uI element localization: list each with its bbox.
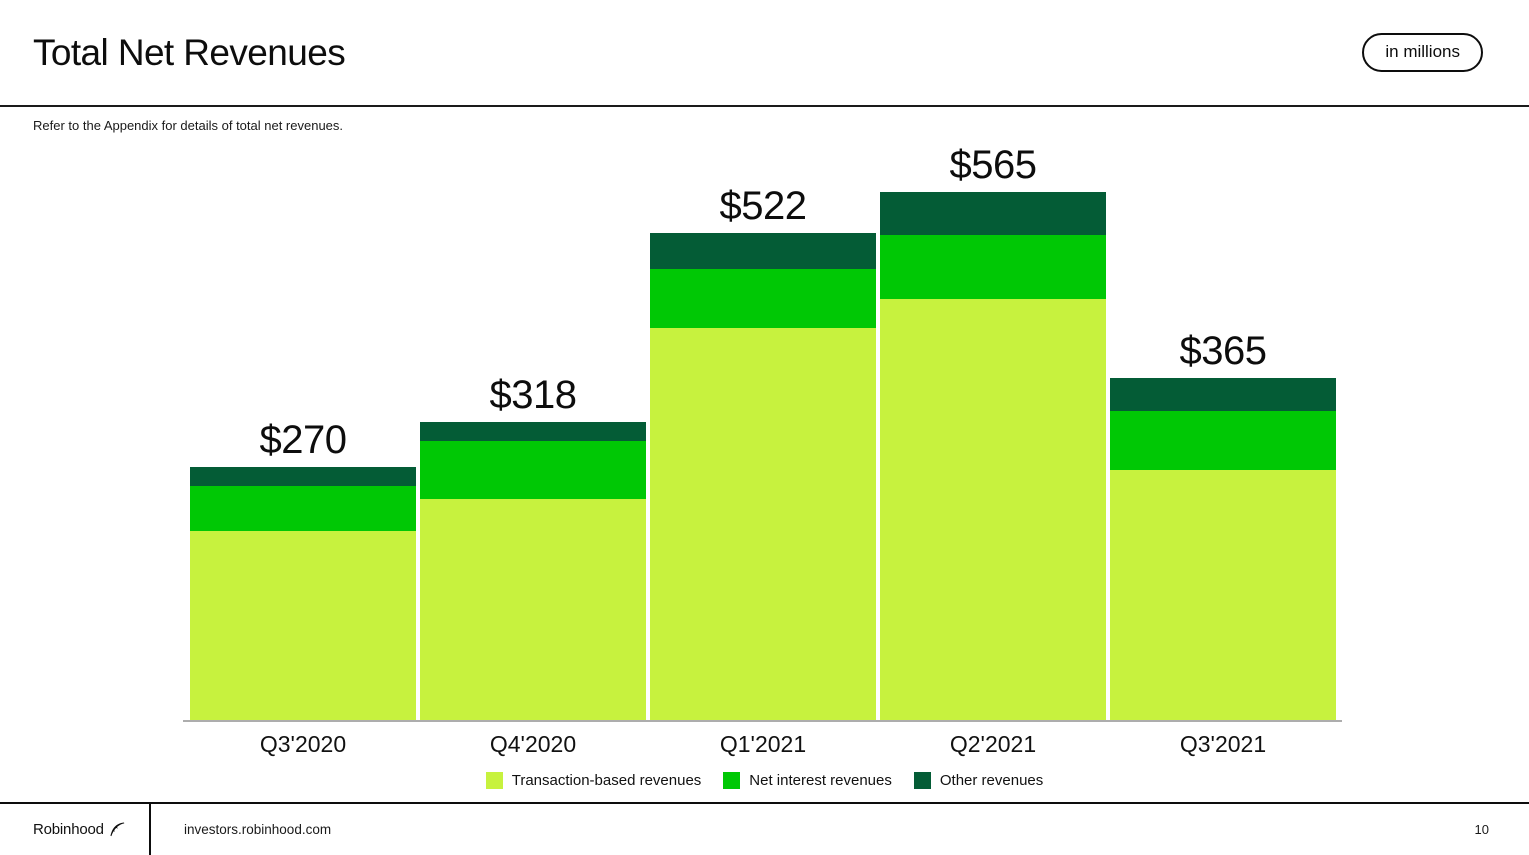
chart-legend: Transaction-based revenues Net interest r… xyxy=(0,772,1529,789)
bar-stack xyxy=(1110,378,1336,720)
other-revenues-segment xyxy=(420,422,646,441)
x-axis-label-q3-2020: Q3'2020 xyxy=(259,731,347,757)
page-number: 10 xyxy=(1474,822,1489,837)
bar-total-label: $365 xyxy=(1179,329,1267,373)
x-axis-line xyxy=(183,720,1342,722)
net-interest-revenues-segment xyxy=(1110,411,1336,470)
x-axis-labels: Q3'2020 Q4'2020 Q1'2021 Q2'2021 Q3'2021 xyxy=(190,731,1336,758)
units-badge: in millions xyxy=(1362,33,1483,72)
other-revenues-segment xyxy=(650,233,876,269)
footer-url: investors.robinhood.com xyxy=(184,822,332,837)
transaction-based-revenues-segment xyxy=(420,499,646,720)
x-axis-label-q2-2021: Q2'2021 xyxy=(949,731,1037,757)
legend-swatch-icon xyxy=(913,772,931,789)
x-axis-label-q4-2020: Q4'2020 xyxy=(489,731,577,757)
bar-stack xyxy=(650,233,876,720)
net-interest-revenues-segment xyxy=(190,486,416,531)
bar-total-label: $270 xyxy=(259,418,347,462)
legend-label: Net interest revenues xyxy=(749,772,892,789)
transaction-based-revenues-segment xyxy=(650,328,876,720)
bar-group-q2-2021: $565 xyxy=(880,145,1106,720)
legend-label: Other revenues xyxy=(939,772,1044,789)
bar-stack xyxy=(190,467,416,720)
legend-swatch-icon xyxy=(723,772,741,789)
transaction-based-revenues-segment xyxy=(190,531,416,720)
net-interest-revenues-segment xyxy=(650,269,876,328)
net-interest-revenues-segment xyxy=(420,441,646,499)
net-interest-revenues-segment xyxy=(880,235,1106,299)
appendix-note: Refer to the Appendix for details of tot… xyxy=(33,118,344,133)
transaction-based-revenues-segment xyxy=(880,299,1106,720)
robinhood-logo: Robinhood xyxy=(0,804,151,855)
bar-group-q3-2020: $270 xyxy=(190,420,416,720)
x-axis-label-q1-2021: Q1'2021 xyxy=(719,731,807,757)
transaction-based-revenues-segment xyxy=(1110,470,1336,720)
bar-total-label: $318 xyxy=(489,373,577,417)
bar-total-label: $522 xyxy=(719,184,807,228)
legend-item-transaction-based-revenues: Transaction-based revenues xyxy=(485,772,702,789)
bar-stack xyxy=(880,192,1106,720)
other-revenues-segment xyxy=(1110,378,1336,411)
footer: Robinhood investors.robinhood.com 10 xyxy=(0,802,1529,855)
revenue-stacked-bar-chart: $270 $318 $522 $565 $365 xyxy=(190,110,1336,720)
legend-item-other-revenues: Other revenues xyxy=(913,772,1044,789)
other-revenues-segment xyxy=(190,467,416,486)
bar-group-q1-2021: $522 xyxy=(650,186,876,720)
legend-item-net-interest-revenues: Net interest revenues xyxy=(723,772,892,789)
other-revenues-segment xyxy=(880,192,1106,235)
legend-label: Transaction-based revenues xyxy=(511,772,702,789)
robinhood-wordmark: Robinhood xyxy=(33,821,104,838)
x-axis-label-q3-2021: Q3'2021 xyxy=(1179,731,1267,757)
legend-swatch-icon xyxy=(485,772,503,789)
header: Total Net Revenues in millions xyxy=(0,0,1529,107)
bar-group-q3-2021: $365 xyxy=(1110,331,1336,720)
page-title: Total Net Revenues xyxy=(33,31,346,73)
bar-group-q4-2020: $318 xyxy=(420,375,646,720)
bar-stack xyxy=(420,422,646,720)
bar-total-label: $565 xyxy=(949,143,1037,187)
feather-quill-icon xyxy=(110,822,125,837)
